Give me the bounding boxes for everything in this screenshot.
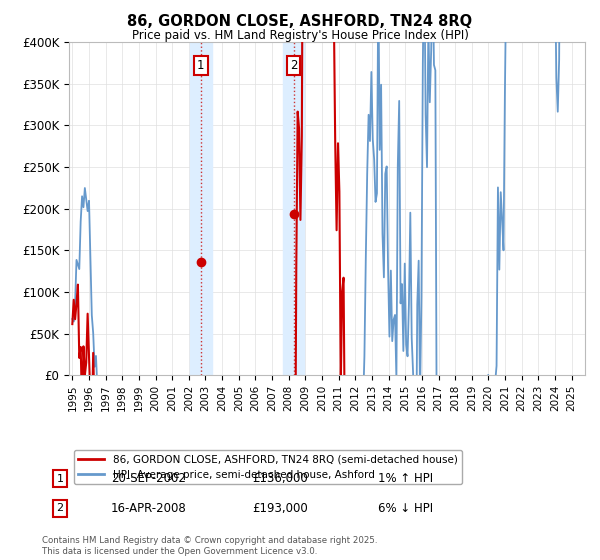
Bar <box>283 42 304 375</box>
Text: 20-SEP-2002: 20-SEP-2002 <box>111 472 186 486</box>
Legend: 86, GORDON CLOSE, ASHFORD, TN24 8RQ (semi-detached house), HPI: Average price, s: 86, GORDON CLOSE, ASHFORD, TN24 8RQ (sem… <box>74 450 462 484</box>
Text: 6% ↓ HPI: 6% ↓ HPI <box>378 502 433 515</box>
Text: 2: 2 <box>290 59 297 72</box>
Text: 1: 1 <box>197 59 205 72</box>
Bar <box>190 42 212 375</box>
Text: 86, GORDON CLOSE, ASHFORD, TN24 8RQ: 86, GORDON CLOSE, ASHFORD, TN24 8RQ <box>127 14 473 29</box>
Text: 16-APR-2008: 16-APR-2008 <box>111 502 187 515</box>
Text: £193,000: £193,000 <box>252 502 308 515</box>
Text: Contains HM Land Registry data © Crown copyright and database right 2025.
This d: Contains HM Land Registry data © Crown c… <box>42 536 377 556</box>
Text: 1: 1 <box>56 474 64 484</box>
Text: Price paid vs. HM Land Registry's House Price Index (HPI): Price paid vs. HM Land Registry's House … <box>131 29 469 42</box>
Text: 1% ↑ HPI: 1% ↑ HPI <box>378 472 433 486</box>
Text: £136,000: £136,000 <box>252 472 308 486</box>
Text: 2: 2 <box>56 503 64 514</box>
